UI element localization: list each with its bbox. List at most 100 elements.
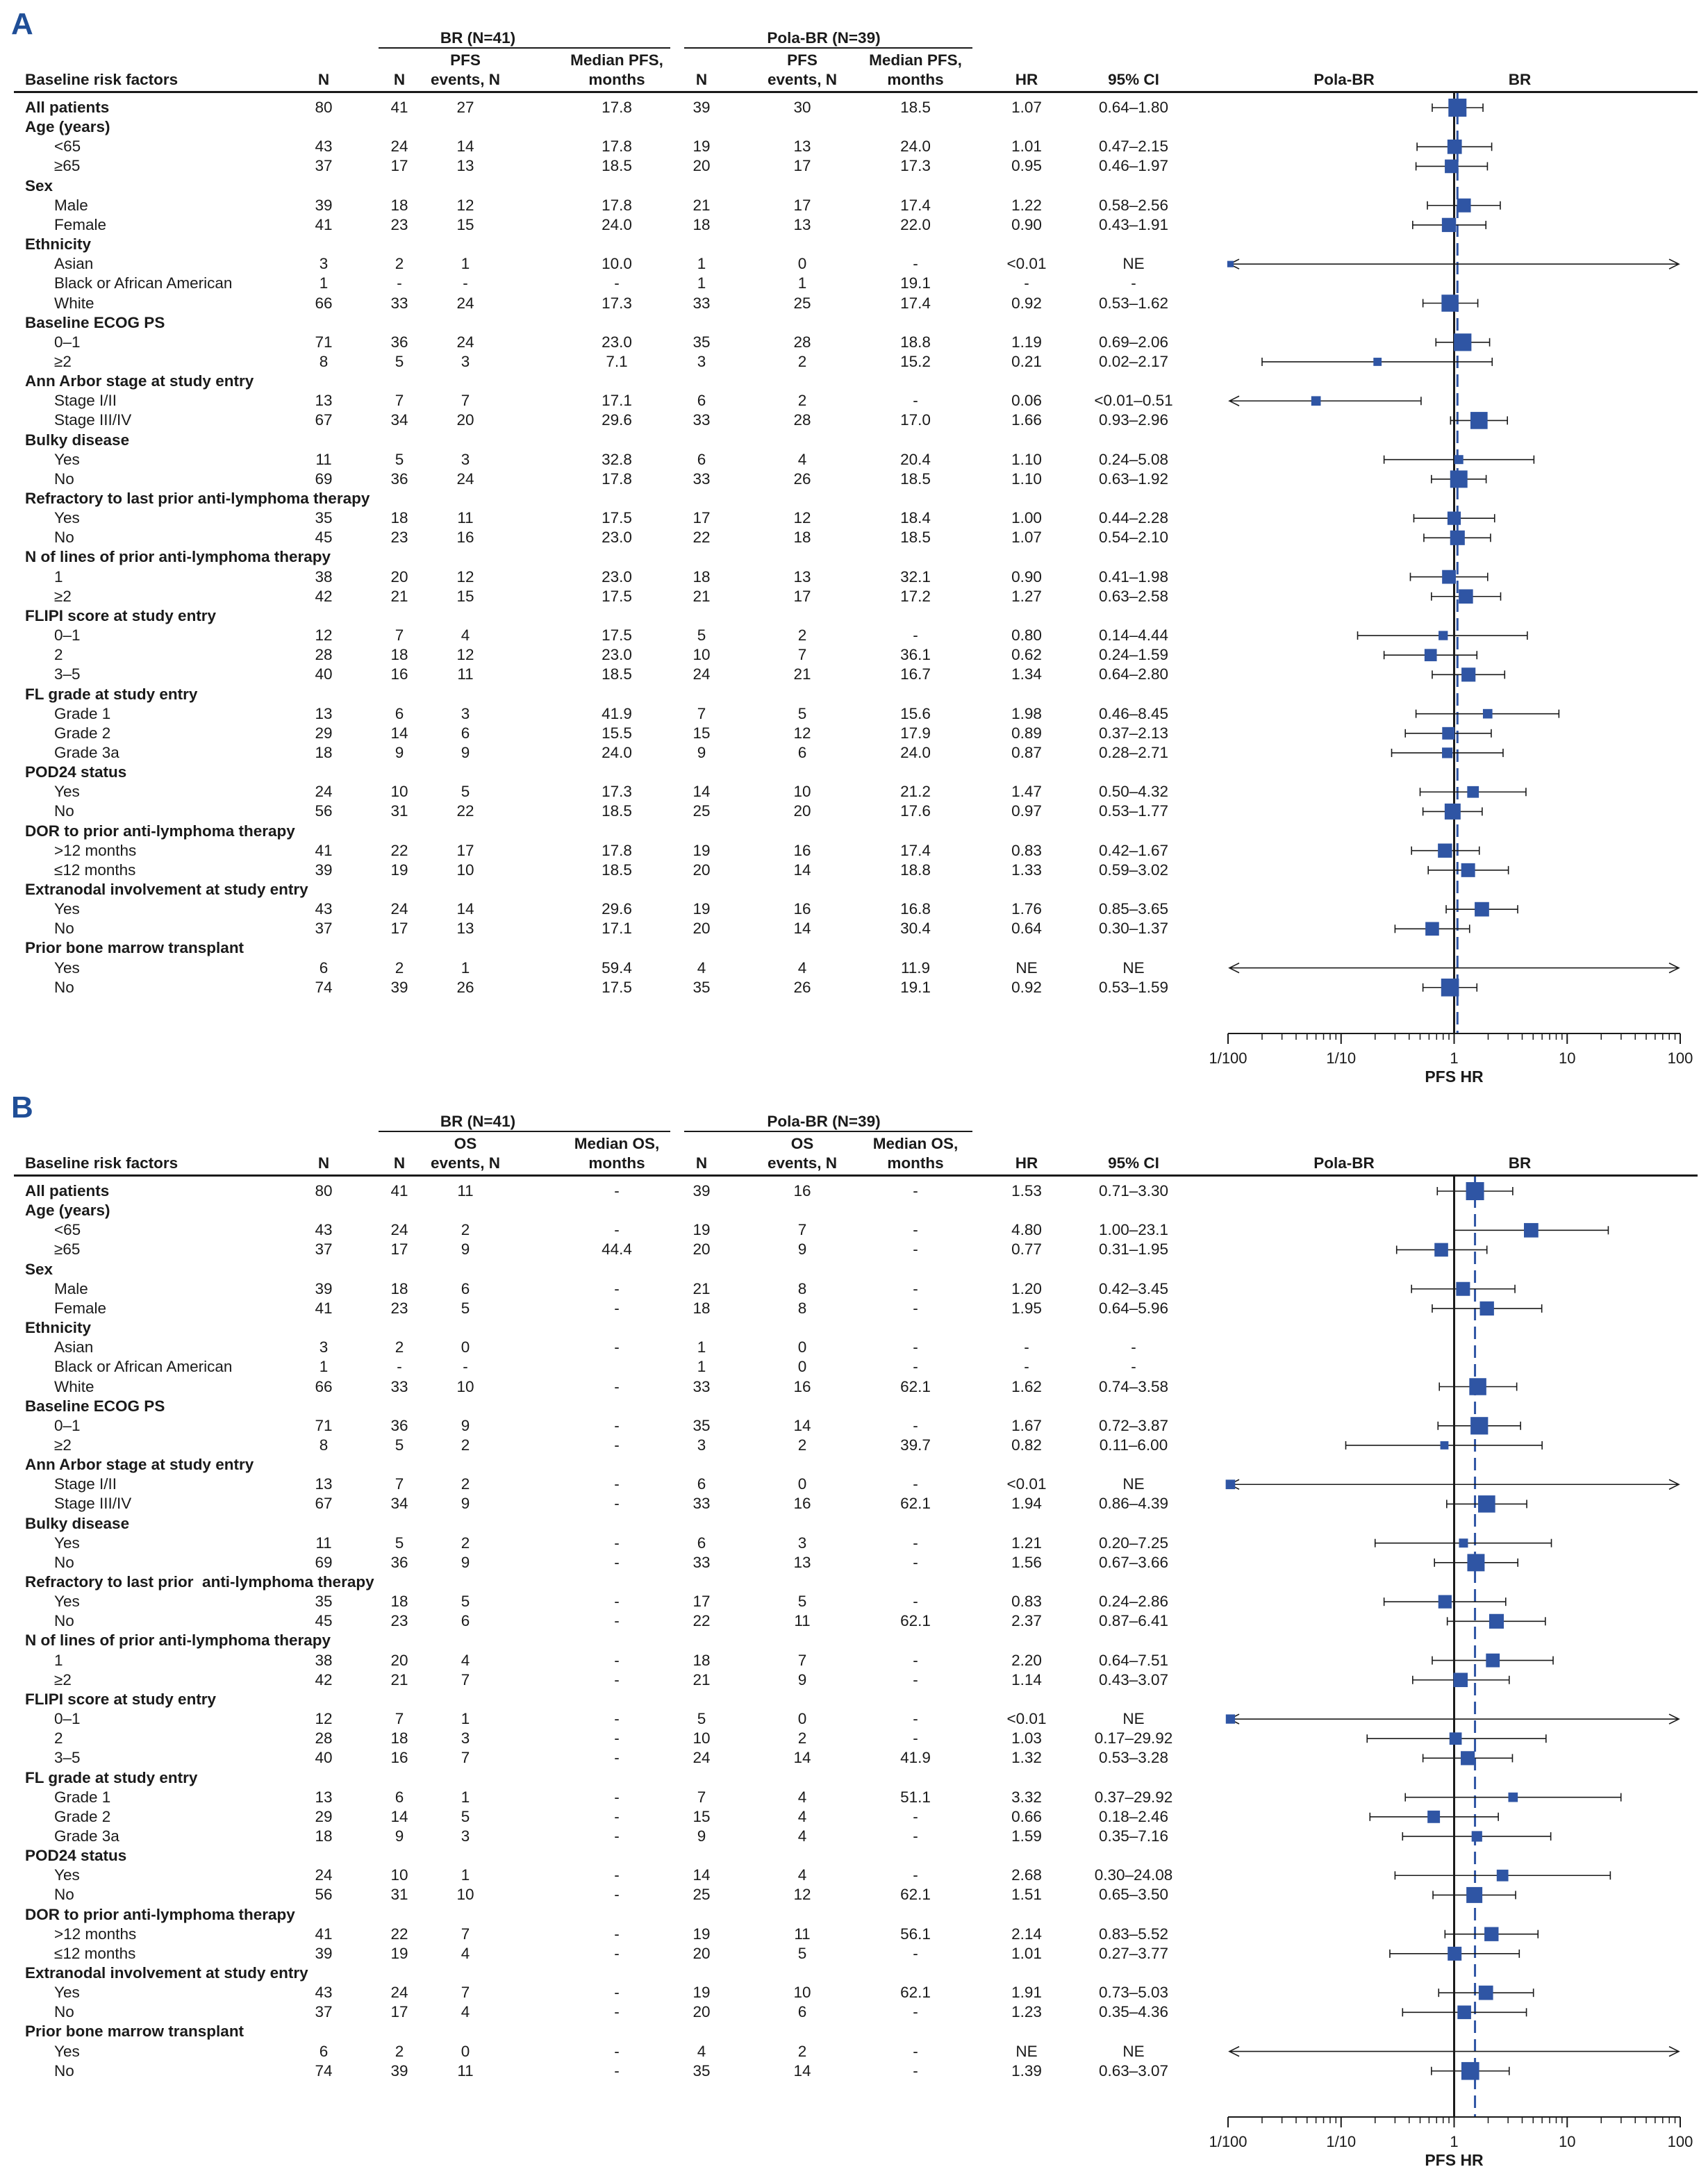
cell-N: 37 xyxy=(315,157,333,175)
cell-pb-n: 35 xyxy=(693,1416,711,1434)
cell-pb-ev: 5 xyxy=(797,704,807,722)
cell-pb-ev: 12 xyxy=(793,1886,811,1904)
cell-br-n: 34 xyxy=(390,1495,408,1513)
cell-pb-n: 10 xyxy=(693,646,711,664)
tick-label: 10 xyxy=(1559,1049,1575,1067)
cell-hr: 1.10 xyxy=(1011,470,1042,488)
cell-br-n: 7 xyxy=(395,626,404,645)
subgroup-header: DOR to prior anti-lymphoma therapy xyxy=(25,1905,295,1923)
cell-br-n: 23 xyxy=(390,1299,408,1317)
cell-pb-n: 25 xyxy=(693,1886,711,1904)
cell-hr: 1.01 xyxy=(1011,1944,1042,1962)
cell-br-med: 17.5 xyxy=(602,626,632,645)
cell-pb-n: 18 xyxy=(693,1299,711,1317)
cell-ci: 0.74–3.58 xyxy=(1098,1377,1169,1395)
cell-pb-med: 62.1 xyxy=(900,1886,931,1904)
cell-br-n: 18 xyxy=(390,196,408,214)
cell-ci: 0.72–3.87 xyxy=(1098,1416,1169,1434)
cell-pb-med: 62.1 xyxy=(900,1495,931,1513)
cell-N: 13 xyxy=(315,1475,333,1493)
cell-hr: - xyxy=(1024,1338,1029,1356)
cell-pb-n: 6 xyxy=(697,1534,706,1552)
subgroup-label: >12 months xyxy=(54,1925,137,1943)
cell-N: 41 xyxy=(315,215,333,233)
cell-hr: 0.87 xyxy=(1011,743,1042,761)
subgroup-label: Yes xyxy=(54,783,80,801)
subgroup-label: Asian xyxy=(54,1338,94,1356)
cell-N: 28 xyxy=(315,1729,333,1747)
cell-pb-ev: 7 xyxy=(797,1651,807,1669)
hr-marker xyxy=(1466,1182,1484,1200)
cell-pb-ev: 0 xyxy=(797,1358,807,1376)
hr-marker xyxy=(1461,1751,1475,1766)
cell-pb-med: 16.7 xyxy=(900,665,931,683)
cell-ci: 0.02–2.17 xyxy=(1098,352,1169,370)
cell-N: 66 xyxy=(315,294,333,312)
cell-br-med: - xyxy=(614,1925,620,1943)
cell-br-n: 41 xyxy=(390,1182,408,1199)
hr-marker xyxy=(1471,1831,1482,1842)
cell-hr: 1.51 xyxy=(1011,1886,1042,1904)
cell-br-ev: 2 xyxy=(461,1436,470,1454)
group-underline-br xyxy=(379,47,670,49)
subgroup-label: Grade 1 xyxy=(54,704,111,722)
cell-br-n: 18 xyxy=(390,509,408,527)
cell-br-n: 24 xyxy=(390,900,408,918)
cell-pb-n: 21 xyxy=(693,196,711,214)
cell-br-n: 31 xyxy=(390,802,408,820)
cell-pb-ev: 7 xyxy=(797,646,807,664)
cell-N: 56 xyxy=(315,802,333,820)
cell-pb-ev: 21 xyxy=(793,665,811,683)
cell-br-n: 24 xyxy=(390,1221,408,1239)
column-header-br-events: PFS xyxy=(450,51,481,69)
cell-br-ev: 5 xyxy=(461,1807,470,1825)
subgroup-header: Baseline ECOG PS xyxy=(25,1397,165,1415)
column-header-br-n: N xyxy=(393,1154,406,1172)
cell-N: 71 xyxy=(315,1416,333,1434)
cell-N: 11 xyxy=(315,450,332,468)
cell-pb-ev: 14 xyxy=(793,920,811,938)
subgroup-label: Stage III/IV xyxy=(54,411,132,429)
cell-br-n: 41 xyxy=(390,99,408,116)
cell-br-med: - xyxy=(614,1416,620,1434)
tick-label: 1/10 xyxy=(1326,1049,1356,1067)
cell-pb-med: 18.5 xyxy=(900,529,931,547)
cell-br-n: 22 xyxy=(390,841,408,859)
column-header-br-events: events, N xyxy=(430,1154,501,1172)
cell-hr: 1.47 xyxy=(1011,783,1042,801)
cell-br-ev: 11 xyxy=(457,509,474,527)
cell-hr: 0.95 xyxy=(1011,157,1042,175)
cell-ci: 0.53–1.77 xyxy=(1098,802,1169,820)
cell-N: 13 xyxy=(315,704,333,722)
cell-pb-ev: 17 xyxy=(793,587,811,605)
cell-N: 45 xyxy=(315,529,333,547)
cell-br-ev: 6 xyxy=(461,724,470,742)
cell-br-n: 23 xyxy=(390,215,408,233)
cell-br-ev: 2 xyxy=(461,1475,470,1493)
cell-hr: 1.59 xyxy=(1011,1827,1042,1845)
cell-br-med: 24.0 xyxy=(602,743,632,761)
cell-pb-n: 4 xyxy=(697,2042,706,2060)
ci-arrow-right xyxy=(1668,962,1680,974)
cell-pb-ev: 0 xyxy=(797,1338,807,1356)
cell-ci: 0.67–3.66 xyxy=(1098,1553,1169,1571)
cell-hr: 2.68 xyxy=(1011,1866,1042,1884)
cell-pb-ev: 14 xyxy=(793,1416,811,1434)
cell-br-n: 9 xyxy=(395,1827,404,1845)
cell-br-ev: 1 xyxy=(461,1788,470,1806)
cell-pb-ev: 4 xyxy=(797,1807,807,1825)
cell-N: 56 xyxy=(315,1886,333,1904)
hr-marker xyxy=(1450,530,1465,545)
cell-hr: 0.77 xyxy=(1011,1240,1042,1259)
cell-br-n: 23 xyxy=(390,529,408,547)
cell-ci: 0.24–2.86 xyxy=(1098,1593,1169,1611)
cell-pb-ev: 26 xyxy=(793,978,811,996)
cell-hr: 0.06 xyxy=(1011,392,1042,410)
subgroup-label: No xyxy=(54,802,74,820)
column-header-ci: 95% CI xyxy=(1108,1154,1159,1172)
cell-br-ev: 7 xyxy=(461,1925,470,1943)
subgroup-label: Yes xyxy=(54,1866,80,1884)
column-header-ci: 95% CI xyxy=(1108,71,1159,88)
cell-ci: 0.83–5.52 xyxy=(1098,1925,1169,1943)
cell-pb-med: - xyxy=(913,1651,918,1669)
